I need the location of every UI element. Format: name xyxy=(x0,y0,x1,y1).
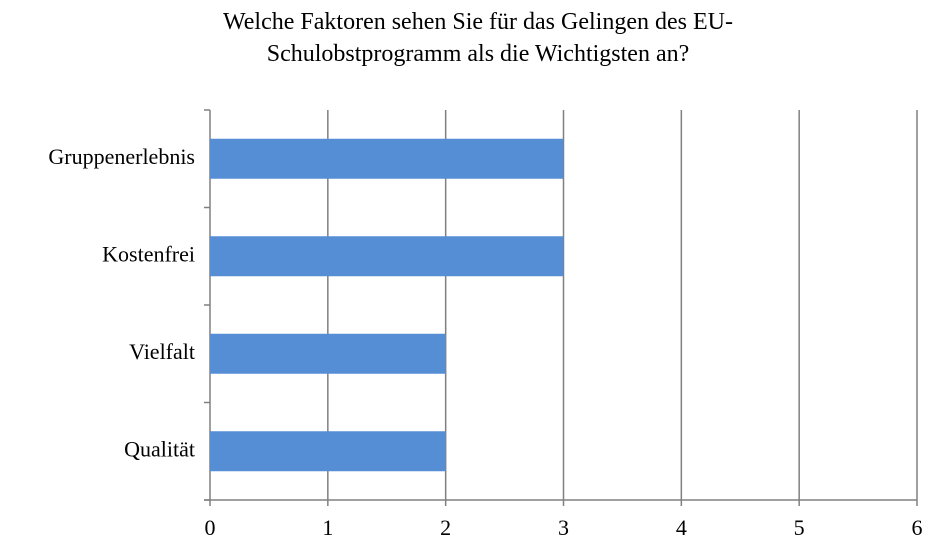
bar xyxy=(210,431,446,472)
x-tick-label: 4 xyxy=(676,515,687,540)
bar xyxy=(210,333,446,374)
y-tick-label: Vielfalt xyxy=(129,339,195,364)
bar xyxy=(210,138,564,179)
bar xyxy=(210,236,564,277)
x-tick-label: 5 xyxy=(794,515,805,540)
y-tick-label: Gruppenerlebnis xyxy=(48,144,195,169)
y-tick-label: Qualität xyxy=(124,436,195,461)
chart-title: Welche Faktoren sehen Sie für das Geling… xyxy=(223,9,733,67)
x-tick-label: 0 xyxy=(205,515,216,540)
x-tick-label: 2 xyxy=(440,515,451,540)
x-tick-label: 3 xyxy=(558,515,569,540)
x-tick-label: 6 xyxy=(912,515,923,540)
y-tick-label: Kostenfrei xyxy=(102,241,195,266)
x-tick-label: 1 xyxy=(322,515,333,540)
